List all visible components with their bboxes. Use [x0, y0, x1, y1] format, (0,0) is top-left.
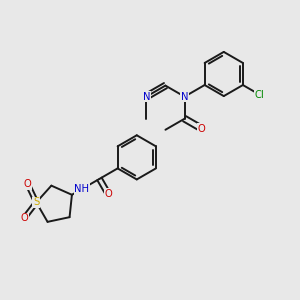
Text: N: N — [142, 92, 150, 102]
Text: S: S — [33, 197, 39, 207]
Text: N: N — [181, 92, 188, 102]
Text: O: O — [20, 213, 28, 224]
Text: Cl: Cl — [255, 90, 265, 100]
Text: O: O — [24, 179, 32, 189]
Text: O: O — [198, 124, 206, 134]
Text: O: O — [104, 189, 112, 199]
Text: NH: NH — [74, 184, 89, 194]
